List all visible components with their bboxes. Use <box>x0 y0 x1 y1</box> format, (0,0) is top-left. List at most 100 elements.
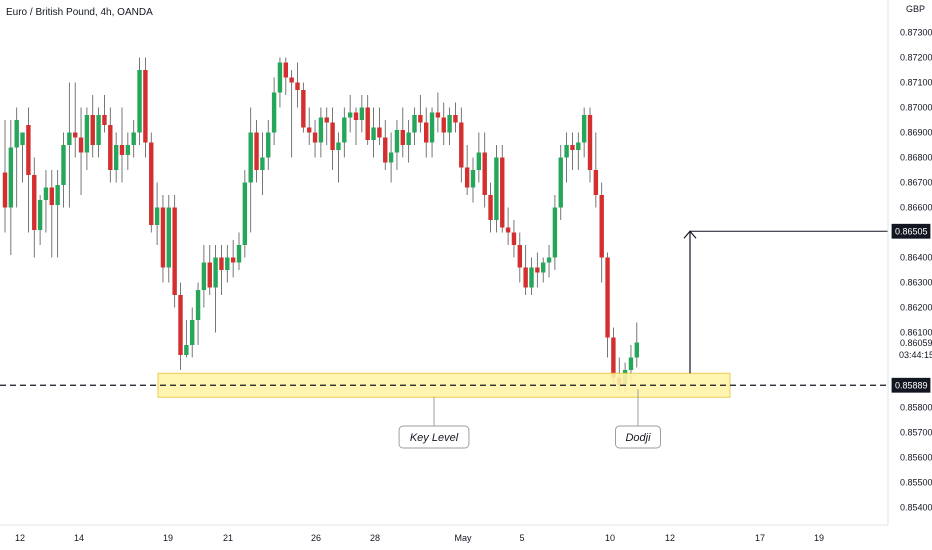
candle-body <box>365 107 370 140</box>
candle-body <box>283 62 288 78</box>
candle-body <box>190 320 195 345</box>
y-tick-label: 0.86700 <box>900 178 932 188</box>
callout-box <box>398 425 470 449</box>
candle-body <box>488 195 493 220</box>
candle-body <box>424 122 429 143</box>
y-tick-label: 0.87300 <box>900 28 932 38</box>
y-tick-label: 0.86900 <box>900 128 932 138</box>
candle-body <box>26 125 31 175</box>
candle-body <box>254 132 259 170</box>
candle-body <box>108 125 113 170</box>
dodji-callout: Dodji <box>615 389 661 449</box>
candle-body <box>166 207 171 268</box>
y-tick-label: 0.85400 <box>900 503 932 513</box>
candle-body <box>96 115 101 145</box>
x-tick-label: 17 <box>755 533 765 543</box>
candle-body <box>242 182 248 245</box>
annotations: Key Level Dodji <box>0 230 888 449</box>
candle-body <box>277 62 283 93</box>
price-axis: 0.87300 0.87200 0.87100 0.87000 0.86900 0.868… <box>0 0 932 526</box>
y-tick-label: 0.87100 <box>900 78 932 88</box>
candle-body <box>260 157 265 170</box>
price-badge-box <box>891 223 931 239</box>
candle-body <box>225 257 230 270</box>
candle-body <box>248 132 253 183</box>
candle-body <box>535 267 540 273</box>
candle-body <box>301 90 306 128</box>
x-tick-label: 19 <box>163 533 173 543</box>
candle-body <box>160 207 166 268</box>
candle-body <box>511 232 517 245</box>
price-badge-text: 0.86505 <box>895 226 928 236</box>
candle-body <box>359 107 365 120</box>
x-tick-label: 5 <box>519 533 524 543</box>
candle-body <box>8 147 14 208</box>
candle-body <box>207 262 212 288</box>
candle-body <box>517 245 522 268</box>
time-axis: 12 14 19 21 26 28 May 5 10 12 17 19 <box>15 533 824 543</box>
price-badge-text: 0.85889 <box>895 380 928 390</box>
candle-body <box>552 207 558 258</box>
candle-body <box>307 127 312 133</box>
candle-body <box>67 132 72 145</box>
candle-body <box>137 70 142 133</box>
x-tick-label: 12 <box>665 533 675 543</box>
countdown-label: 03:44:15 <box>899 350 932 360</box>
callout-label: Dodji <box>625 432 651 444</box>
target-price-badge: 0.86505 <box>891 223 931 239</box>
candle-body <box>49 187 54 205</box>
candle-body <box>149 142 154 225</box>
candle-body <box>587 115 593 170</box>
candle-body <box>184 345 189 355</box>
candle-body <box>593 170 599 195</box>
key-level-price-badge: 0.85889 <box>891 377 931 393</box>
x-tick-label: 26 <box>311 533 321 543</box>
candle-body <box>102 115 107 125</box>
candle-body <box>230 257 236 263</box>
candle-body <box>312 132 318 143</box>
y-tick-label: 0.85600 <box>900 453 932 463</box>
candle-body <box>570 145 575 150</box>
candle-body <box>330 122 335 150</box>
candle-body <box>78 137 84 153</box>
candle-body <box>90 115 95 145</box>
y-tick-label: 0.87200 <box>900 53 932 63</box>
last-price-label: 0.86059 <box>900 338 932 348</box>
candle-body <box>611 337 616 378</box>
candle-body <box>377 127 382 138</box>
candle-body <box>201 262 207 290</box>
callout-label: Key Level <box>410 432 459 444</box>
candle-body <box>113 145 119 170</box>
candle-body <box>546 257 552 263</box>
x-tick-label: 12 <box>15 533 25 543</box>
candle-body <box>353 112 359 120</box>
candle-body <box>61 145 66 185</box>
candle-body <box>476 152 482 170</box>
candle-body <box>558 157 563 208</box>
candle-body <box>236 245 242 263</box>
candle-body <box>453 115 458 123</box>
candle-body <box>418 115 423 123</box>
candle-body <box>634 342 639 358</box>
candle-body <box>295 82 300 90</box>
candle-body <box>2 172 8 208</box>
y-tick-label: 0.86800 <box>900 153 932 163</box>
candle-body <box>43 187 49 200</box>
candle-body <box>429 112 435 143</box>
x-tick-label: May <box>454 533 472 543</box>
candle-body <box>435 112 441 118</box>
candle-body <box>412 115 417 133</box>
y-tick-label: 0.87000 <box>900 103 932 113</box>
callout-box <box>615 425 661 449</box>
candle-body <box>125 145 131 155</box>
y-tick-label: 0.86200 <box>900 303 932 313</box>
candle-body <box>73 132 78 138</box>
candle-body <box>564 145 569 158</box>
candles <box>2 57 639 393</box>
candle-body <box>500 157 505 228</box>
chart-title: Euro / British Pound, 4h, OANDA <box>6 7 153 18</box>
candle-body <box>505 227 511 233</box>
y-tick-label: 0.85800 <box>900 403 932 413</box>
candle-body <box>383 137 388 163</box>
